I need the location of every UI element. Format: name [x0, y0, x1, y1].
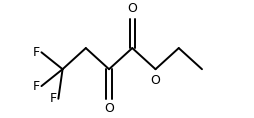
Text: F: F [33, 80, 40, 93]
Text: F: F [50, 92, 57, 105]
Text: O: O [104, 102, 114, 115]
Text: O: O [127, 2, 137, 15]
Text: F: F [33, 46, 40, 59]
Text: O: O [151, 74, 161, 87]
